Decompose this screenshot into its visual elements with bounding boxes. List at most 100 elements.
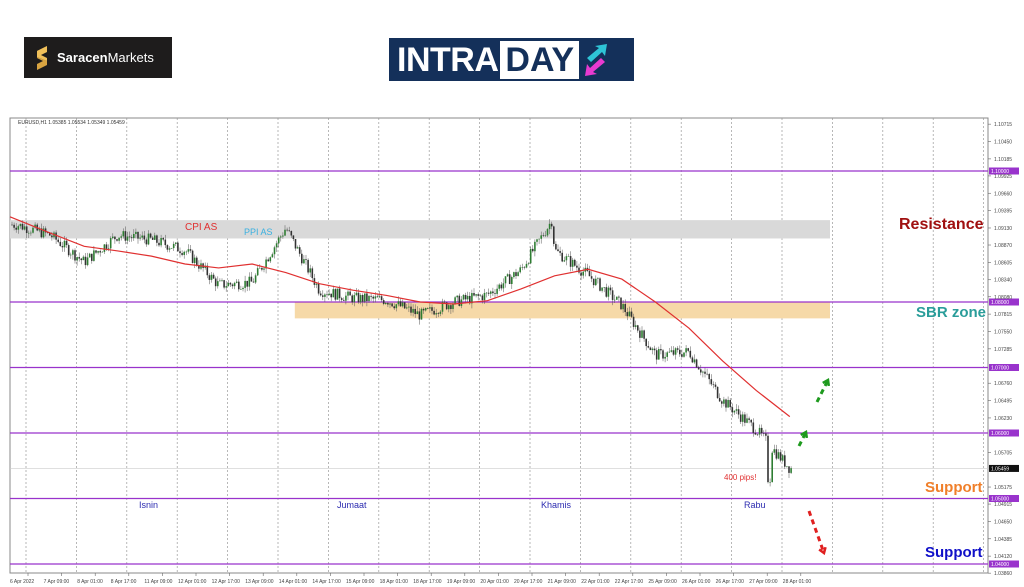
candle-body <box>700 369 702 373</box>
candle-body <box>162 237 164 240</box>
candle-body <box>718 398 721 402</box>
y-tick-label: 1.08605 <box>994 260 1012 266</box>
candle-body <box>672 350 675 355</box>
candle-body <box>219 280 221 282</box>
y-tick-label: 1.06760 <box>994 381 1012 387</box>
candle-body <box>103 244 106 252</box>
up-arrow-1-shaft <box>797 431 808 447</box>
candle-body <box>523 267 526 268</box>
candle-body <box>130 237 133 239</box>
candle-body <box>557 249 559 252</box>
candle-body <box>483 292 486 301</box>
candle-body <box>418 311 421 320</box>
candle-body <box>527 263 530 264</box>
candle-body <box>515 272 517 277</box>
candle-body <box>613 299 616 301</box>
candle-body <box>548 223 551 230</box>
candle-body <box>160 237 162 246</box>
candle-body <box>177 242 179 252</box>
candle-body <box>679 349 681 355</box>
candle-body <box>55 232 57 240</box>
candle-body <box>634 325 637 327</box>
x-tick-label: 22 Apr 01:00 <box>581 579 610 585</box>
candle-body <box>464 294 467 300</box>
current-price-box <box>989 464 1019 472</box>
candle-body <box>630 311 633 317</box>
candle-body <box>431 307 433 311</box>
x-tick-label: 14 Apr 01:00 <box>279 579 308 585</box>
candle-body <box>582 271 584 276</box>
current-price-label: 1.05459 <box>991 466 1009 472</box>
y-tick-label: 1.04915 <box>994 502 1012 508</box>
y-tick-label: 1.06230 <box>994 416 1012 422</box>
y-tick-label: 1.10185 <box>994 157 1012 163</box>
candle-body <box>748 418 750 420</box>
candle-body <box>61 246 64 248</box>
x-tick-label: 18 Apr 17:00 <box>413 579 442 585</box>
y-tick-label: 1.05705 <box>994 450 1012 456</box>
candle-body <box>603 287 605 288</box>
candle-body <box>74 250 76 261</box>
candle-body <box>267 259 269 262</box>
candle-body <box>739 414 742 422</box>
candle-body <box>34 224 36 228</box>
candle-body <box>210 274 213 280</box>
y-tick-label: 1.10450 <box>994 140 1012 146</box>
saracen-markets-logo: SaracenMarkets <box>24 37 172 78</box>
candle-body <box>368 295 370 302</box>
x-tick-label: 25 Apr 09:00 <box>648 579 677 585</box>
candle-body <box>221 280 223 281</box>
candle-body <box>691 357 694 363</box>
candle-body <box>263 268 265 270</box>
candle-body <box>763 433 765 434</box>
candle-body <box>443 301 446 303</box>
candle-body <box>292 235 295 240</box>
level-price-label: 1.08000 <box>991 300 1009 306</box>
candle-body <box>233 282 236 287</box>
candle-body <box>334 289 337 300</box>
x-tick-label: 20 Apr 01:00 <box>480 579 509 585</box>
candle-body <box>280 236 282 238</box>
candle-body <box>21 223 24 230</box>
candle-body <box>242 287 244 290</box>
candle-body <box>82 256 85 261</box>
y-tick-label: 1.05175 <box>994 485 1012 491</box>
candle-body <box>290 230 293 236</box>
candle-body <box>773 449 776 453</box>
candle-body <box>725 399 727 408</box>
candle-body <box>653 348 656 351</box>
candle-body <box>779 452 782 461</box>
x-tick-label: 7 Apr 09:00 <box>44 579 70 585</box>
y-tick-label: 1.06495 <box>994 399 1012 405</box>
candle-body <box>641 330 643 338</box>
candle-body <box>168 248 171 250</box>
candle-body <box>754 432 757 435</box>
candle-body <box>389 303 391 305</box>
candle-body <box>317 283 320 294</box>
y-tick-label: 1.04650 <box>994 519 1012 525</box>
day-label-jumaat: Jumaat <box>337 500 367 510</box>
candle-body <box>151 237 154 240</box>
level-price-box <box>989 298 1019 306</box>
candle-body <box>382 300 385 305</box>
level-price-label: 1.06000 <box>991 431 1009 437</box>
candle-body <box>254 275 257 283</box>
candle-body <box>99 251 101 253</box>
candle-body <box>655 350 658 360</box>
candle-body <box>439 311 442 314</box>
candle-body <box>395 304 398 309</box>
candle-body <box>126 236 129 241</box>
candle-body <box>23 226 26 230</box>
candle-body <box>473 293 475 296</box>
candle-body <box>351 295 353 303</box>
candle-body <box>370 295 372 297</box>
candle-body <box>248 276 251 287</box>
candle-body <box>639 330 641 338</box>
candle-body <box>193 257 196 263</box>
candle-body <box>721 401 723 404</box>
candle-body <box>76 257 78 261</box>
candle-body <box>13 224 15 228</box>
candle-body <box>458 295 461 306</box>
candle-body <box>750 419 752 423</box>
